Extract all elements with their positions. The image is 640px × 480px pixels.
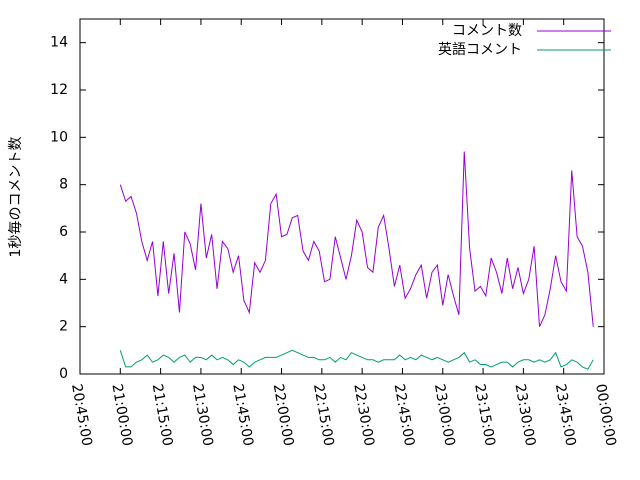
y-tick-label: 6: [59, 224, 68, 240]
x-tick-label: 23:45:00: [552, 383, 579, 448]
plot-border: [79, 18, 605, 375]
y-tick-label: 8: [59, 177, 68, 193]
x-tick-label: 21:00:00: [108, 383, 135, 448]
x-tick-label: 22:00:00: [270, 383, 297, 448]
y-tick-label: 2: [59, 319, 68, 335]
x-tick-label: 23:15:00: [471, 383, 498, 448]
y-tick-label: 12: [50, 82, 68, 98]
x-tick-label: 21:15:00: [149, 383, 176, 448]
y-tick-label: 10: [50, 129, 68, 145]
x-tick-label: 21:45:00: [229, 383, 256, 448]
y-tick-label: 4: [59, 271, 68, 287]
data-line: [119, 151, 594, 327]
x-tick-label: 22:15:00: [310, 383, 337, 448]
x-tick-label: 20:45:00: [68, 383, 95, 448]
y-axis-label: 1秒毎のコメント数: [8, 137, 24, 258]
x-tick-label: 22:30:00: [350, 383, 377, 448]
legend-label: コメント数: [452, 23, 522, 39]
x-tick-label: 21:30:00: [189, 383, 216, 448]
x-tick-label: 22:45:00: [391, 383, 418, 448]
x-tick-label: 00:00:00: [592, 383, 619, 448]
y-tick-label: 14: [50, 35, 68, 51]
y-tick-label: 0: [59, 366, 68, 382]
x-tick-label: 23:30:00: [512, 383, 539, 448]
x-tick-label: 23:00:00: [431, 383, 458, 448]
data-line: [119, 349, 594, 370]
legend-label: 英語コメント: [438, 41, 522, 58]
